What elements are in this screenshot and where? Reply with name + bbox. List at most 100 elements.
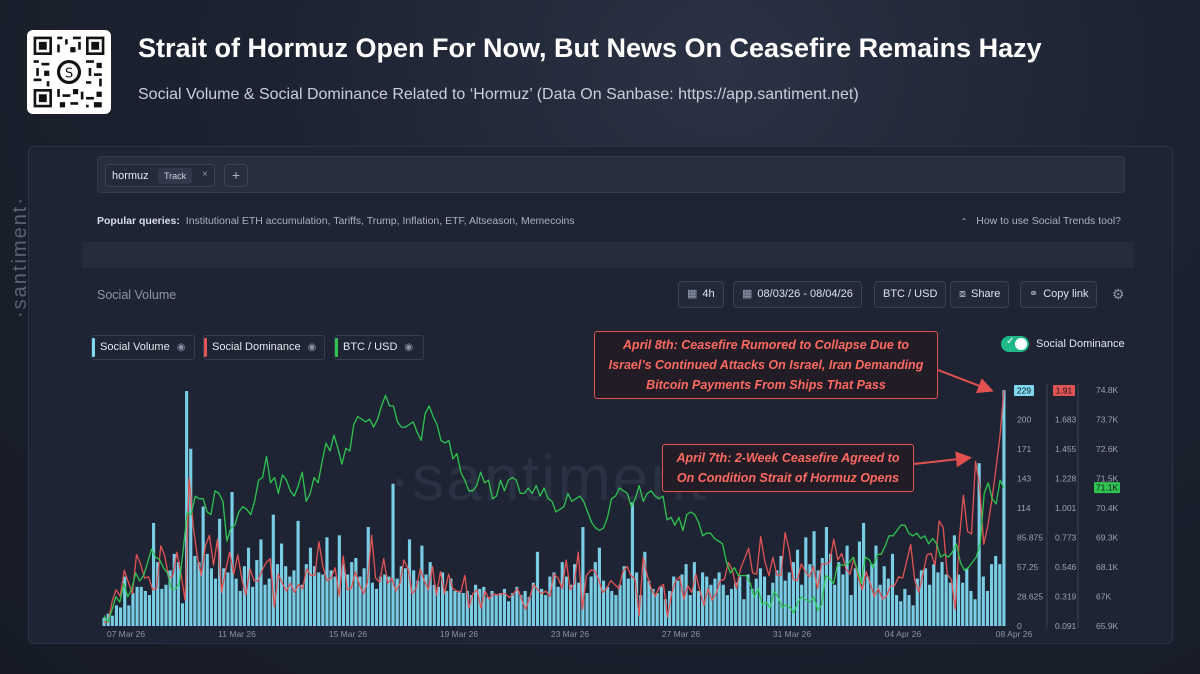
check-icon: ✓ [1006, 336, 1015, 347]
volume-bar [123, 576, 127, 626]
y-tick-label-volume: 0 [1017, 621, 1022, 631]
volume-bar [874, 545, 878, 626]
volume-bar [531, 582, 535, 626]
popular-queries: Popular queries: Institutional ETH accum… [97, 215, 575, 227]
date-range-button[interactable]: ▦ 08/03/26 - 08/04/26 [733, 281, 862, 308]
volume-bar [205, 553, 209, 626]
volume-bar [560, 562, 564, 626]
volume-bar [147, 595, 152, 626]
btc-current-badge-label: 71.1K [1096, 483, 1119, 493]
legend-btc-usd[interactable]: BTC / USD ◉ [334, 335, 424, 360]
copy-link-button[interactable]: ⚭ Copy link [1020, 281, 1098, 308]
volume-bar [713, 578, 717, 626]
volume-bar [457, 590, 461, 626]
volume-bar [771, 582, 775, 626]
volume-bar [630, 502, 634, 626]
volume-bar [226, 572, 230, 626]
volume-bar [424, 574, 428, 626]
volume-bar [936, 572, 940, 626]
share-icon: ⧇ [959, 288, 966, 300]
volume-bar [932, 564, 936, 626]
volume-bar [284, 566, 288, 626]
legend-social-dominance[interactable]: Social Dominance ◉ [203, 335, 325, 360]
volume-bar [420, 545, 424, 626]
gear-icon[interactable]: ⚙ [1112, 286, 1125, 302]
volume-bar [614, 595, 618, 626]
volume-bar [387, 576, 391, 626]
volume-bar [474, 584, 478, 626]
volume-bar [601, 580, 606, 626]
volume-bar [238, 590, 242, 626]
volume-bar [985, 590, 989, 626]
volume-bar [498, 593, 502, 626]
volume-bar [791, 562, 795, 626]
volume-bar [544, 595, 548, 626]
volume-bar [816, 570, 820, 626]
eye-icon[interactable]: ◉ [176, 342, 186, 353]
btc-current-badge [1094, 482, 1120, 494]
x-tick-label: 23 Mar 26 [551, 629, 590, 639]
volume-bar [263, 584, 267, 626]
volume-bar [593, 562, 597, 626]
volume-bar [213, 578, 218, 626]
y-tick-label-dominance: 1.455 [1055, 444, 1077, 454]
volume-bar [804, 537, 808, 626]
pair-button[interactable]: BTC / USD [874, 281, 947, 308]
volume-bar [556, 586, 560, 626]
volume-bar [672, 576, 676, 626]
share-label: Share [971, 288, 1001, 300]
volume-bar [870, 564, 874, 626]
legend-swatch-btc [335, 338, 338, 357]
volume-bar [944, 574, 948, 626]
search-tag-bar[interactable]: hormuz Track × + [97, 156, 1125, 193]
volume-bar [779, 555, 783, 626]
volume-bar [655, 593, 659, 626]
volume-bar [833, 584, 837, 626]
volume-bar [465, 590, 469, 626]
how-to-label: How to use Social Trends tool? [976, 215, 1121, 227]
volume-bar [820, 557, 824, 626]
copy-link-label: Copy link [1043, 288, 1089, 300]
dominance-toggle[interactable]: ✓ [1001, 336, 1029, 352]
eye-icon[interactable]: ◉ [307, 342, 317, 353]
interval-button[interactable]: ▦ 4h [678, 281, 724, 308]
volume-bar [321, 574, 325, 626]
volume-bar [948, 582, 952, 626]
annotation-april8: April 8th: Ceasefire Rumored to Collapse… [594, 331, 938, 399]
x-tick-label: 31 Mar 26 [773, 629, 812, 639]
volume-bar [527, 597, 531, 626]
y-tick-label-volume: 85.875 [1017, 533, 1043, 543]
share-button[interactable]: ⧇ Share [950, 281, 1010, 308]
volume-bar [754, 578, 758, 626]
y-tick-label-btc: 70.4K [1096, 503, 1119, 513]
dominance-current-badge-label: 1.91 [1056, 386, 1073, 396]
volume-bar [564, 576, 568, 626]
volume-bar [172, 553, 176, 626]
volume-bar [341, 564, 346, 626]
add-tag-button[interactable]: + [224, 164, 248, 187]
volume-bar [279, 543, 284, 626]
volume-bar [453, 590, 457, 626]
volume-bar [428, 562, 432, 626]
volume-bar [127, 605, 131, 626]
eye-icon[interactable]: ◉ [404, 342, 414, 353]
search-tag[interactable]: hormuz Track × [105, 164, 215, 187]
volume-bar [717, 572, 721, 626]
section-label: Social Volume [97, 288, 177, 302]
volume-bar [775, 570, 779, 626]
volume-bar [168, 570, 172, 626]
track-button[interactable]: Track [158, 168, 193, 184]
volume-bar [659, 586, 663, 626]
volume-bar [573, 564, 577, 626]
volume-bar [688, 595, 692, 626]
legend-social-volume[interactable]: Social Volume ◉ [91, 335, 195, 360]
annotation-line: April 7th: 2-Week Ceasefire Agreed to [676, 451, 900, 465]
close-icon[interactable]: × [202, 169, 208, 180]
interval-label: 4h [702, 288, 715, 300]
how-to-link[interactable]: ⌃ How to use Social Trends tool? [961, 215, 1121, 227]
volume-bar [519, 595, 523, 626]
volume-bar [548, 576, 552, 626]
volume-bar [952, 535, 956, 626]
popular-queries-list[interactable]: Institutional ETH accumulation, Tariffs,… [185, 215, 575, 227]
volume-bar [589, 576, 593, 626]
